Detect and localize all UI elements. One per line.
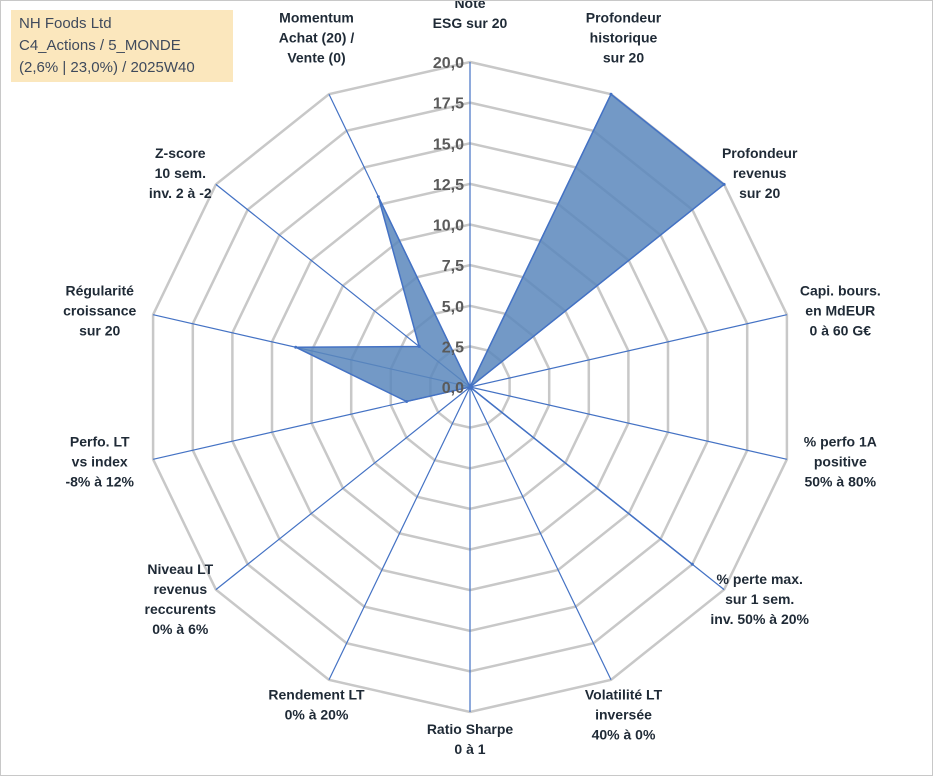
axis-label-7: Ratio Sharpe 0 à 1 bbox=[427, 721, 514, 757]
data-point bbox=[294, 345, 298, 349]
axis-label-5: % perte max. sur 1 sem. inv. 50% à 20% bbox=[710, 571, 809, 627]
axis-label-11: Régularité croissance sur 20 bbox=[63, 282, 136, 338]
axis-label-0: Note ESG sur 20 bbox=[433, 1, 508, 31]
axis-label-line: Capi. bours. bbox=[800, 282, 881, 298]
axis-label-line: Ratio Sharpe bbox=[427, 721, 514, 737]
tick-label: 20,0 bbox=[433, 55, 464, 72]
axis-label-line: Momentum bbox=[279, 9, 354, 25]
axis-label-line: croissance bbox=[63, 302, 136, 318]
security-info-box: NH Foods Ltd C4_Actions / 5_MONDE (2,6% … bbox=[11, 10, 233, 82]
tick-label: 17,5 bbox=[433, 96, 464, 113]
axis-label-line: 0 à 60 G€ bbox=[810, 322, 872, 338]
data-point bbox=[405, 400, 409, 403]
axis-label-2: Profondeur revenus sur 20 bbox=[722, 145, 798, 201]
axis-label-line: vs index bbox=[72, 454, 128, 470]
axis-label-12: Z-score 10 sem. inv. 2 à -2 bbox=[149, 145, 212, 201]
tick-label: 0,0 bbox=[442, 380, 464, 397]
axis-label-line: 0 à 1 bbox=[454, 741, 485, 757]
tick-label: 7,5 bbox=[442, 258, 464, 275]
axis-label-line: 50% à 80% bbox=[804, 474, 876, 490]
axis-label-line: -8% à 12% bbox=[65, 474, 134, 490]
axis-label-line: en MdEUR bbox=[805, 302, 875, 318]
axis-label-13: Momentum Achat (20) / Vente (0) bbox=[279, 9, 355, 65]
axis-label-line: Niveau LT bbox=[147, 561, 213, 577]
axis-label-line: Note bbox=[454, 1, 485, 11]
tick-label: 2,5 bbox=[442, 339, 464, 356]
tick-label: 12,5 bbox=[433, 177, 464, 194]
data-point bbox=[376, 195, 380, 199]
series-area bbox=[295, 93, 726, 565]
security-name: NH Foods Ltd bbox=[19, 15, 112, 32]
axis-spoke bbox=[328, 386, 471, 681]
axis-label-line: % perfo 1A bbox=[804, 434, 877, 450]
tick-label: 5,0 bbox=[442, 299, 464, 316]
axis-label-3: Capi. bours. en MdEUR 0 à 60 G€ bbox=[800, 282, 881, 338]
axis-label-line: sur 20 bbox=[79, 322, 120, 338]
axis-label-line: % perte max. bbox=[717, 571, 803, 587]
data-point bbox=[690, 562, 694, 566]
tick-label: 10,0 bbox=[433, 218, 464, 235]
axis-label-line: sur 20 bbox=[603, 49, 644, 65]
axis-label-4: % perfo 1A positive 50% à 80% bbox=[804, 434, 877, 490]
axis-label-line: ESG sur 20 bbox=[433, 15, 508, 31]
axis-label-line: Régularité bbox=[65, 282, 134, 298]
axis-spoke bbox=[215, 386, 471, 591]
axis-label-line: Achat (20) / bbox=[279, 29, 355, 45]
axis-label-6: Volatilité LT inversée 40% à 0% bbox=[585, 687, 663, 743]
axis-label-line: 0% à 6% bbox=[152, 621, 209, 637]
axis-label-line: inv. 50% à 20% bbox=[710, 611, 809, 627]
data-point bbox=[417, 345, 421, 348]
axis-label-line: revenus bbox=[153, 581, 207, 597]
tick-label: 15,0 bbox=[433, 136, 464, 153]
axis-label-line: 0% à 20% bbox=[285, 707, 349, 723]
axis-label-line: positive bbox=[814, 454, 867, 470]
axis-label-line: sur 20 bbox=[739, 185, 780, 201]
axis-spoke bbox=[469, 314, 788, 388]
axis-label-8: Rendement LT 0% à 20% bbox=[268, 687, 365, 723]
axis-spoke bbox=[469, 386, 788, 460]
axis-label-10: Perfo. LT vs index -8% à 12% bbox=[65, 434, 134, 490]
data-point bbox=[609, 92, 613, 96]
axis-label-1: Profondeur historique sur 20 bbox=[586, 9, 662, 65]
axis-label-line: Perfo. LT bbox=[70, 434, 130, 450]
axis-label-line: Profondeur bbox=[722, 145, 798, 161]
axis-label-line: 40% à 0% bbox=[592, 727, 656, 743]
range-and-week: (2,6% | 23,0%) / 2025W40 bbox=[19, 59, 195, 76]
radar-series bbox=[294, 92, 726, 566]
axis-label-line: Z-score bbox=[155, 145, 206, 161]
radial-tick-labels: 0,0 2,5 5,0 7,5 10,0 12,5 15,0 17,5 20,0 bbox=[433, 55, 464, 397]
axis-label-line: historique bbox=[590, 29, 658, 45]
data-point bbox=[468, 385, 472, 389]
axis-label-line: revenus bbox=[733, 165, 787, 181]
axis-label-line: inv. 2 à -2 bbox=[149, 185, 212, 201]
axis-label-line: inversée bbox=[595, 707, 652, 723]
portfolio-category: C4_Actions / 5_MONDE bbox=[19, 37, 181, 54]
axis-label-line: Vente (0) bbox=[287, 49, 345, 65]
axis-label-line: 10 sem. bbox=[155, 165, 206, 181]
axis-label-line: Volatilité LT bbox=[585, 687, 663, 703]
axis-spoke bbox=[469, 386, 612, 681]
axis-labels: Note ESG sur 20 Profondeur historique sur 20… bbox=[63, 1, 881, 757]
axis-label-line: Rendement LT bbox=[268, 687, 365, 703]
axis-label-line: sur 1 sem. bbox=[725, 591, 794, 607]
axis-label-9: Niveau LT revenus reccurents 0% à 6% bbox=[145, 561, 217, 637]
data-point bbox=[722, 182, 726, 186]
axis-label-line: reccurents bbox=[145, 601, 217, 617]
axis-label-line: Profondeur bbox=[586, 9, 662, 25]
